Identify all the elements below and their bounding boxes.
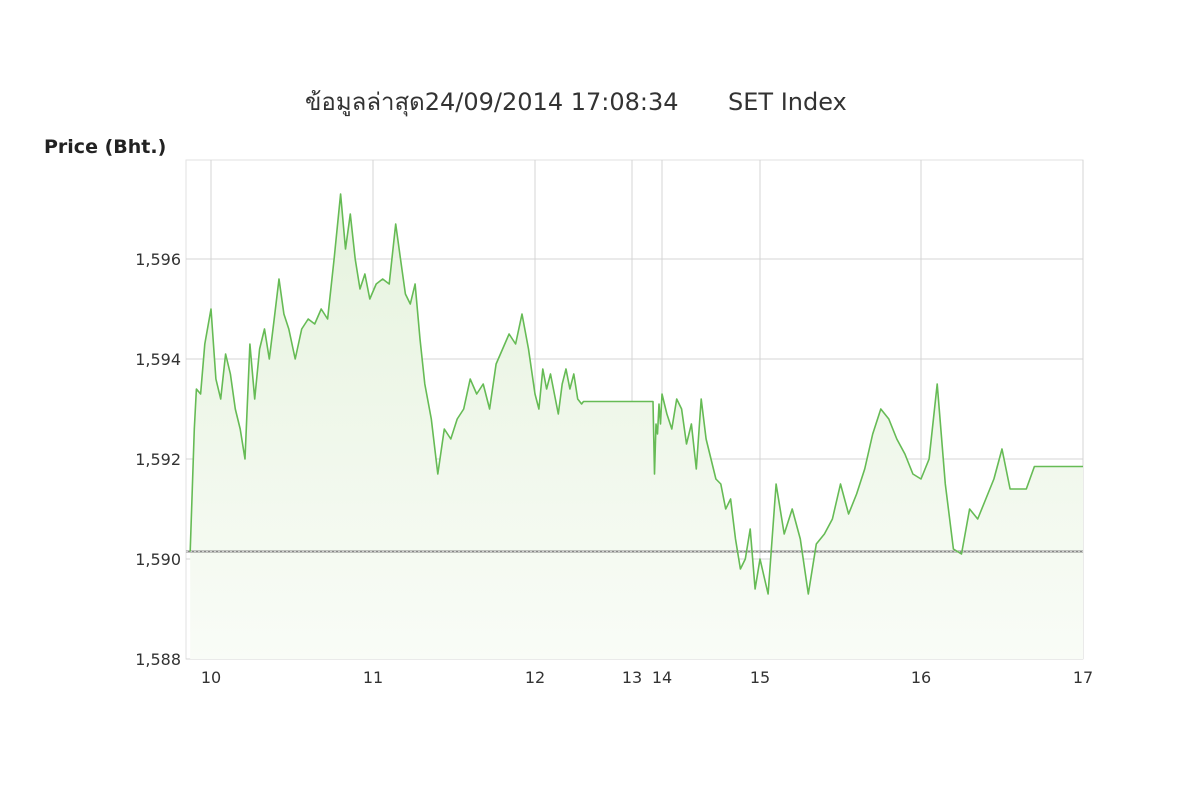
x-tick-label: 17 bbox=[1073, 668, 1093, 687]
series-group bbox=[189, 193, 1083, 595]
x-tick-label: 13 bbox=[622, 668, 642, 687]
x-axis-ticks: 10 11 12 13 14 15 16 17 bbox=[201, 668, 1093, 687]
x-tick-label: 12 bbox=[525, 668, 545, 687]
chart-title: ข้อมูลล่าสุด24/09/2014 17:08:34 bbox=[305, 88, 679, 117]
series-line bbox=[189, 193, 1083, 595]
x-tick-label: 10 bbox=[201, 668, 221, 687]
y-tick-label: 1,590 bbox=[135, 550, 181, 569]
y-axis-label: Price (Bht.) bbox=[44, 136, 166, 158]
chart-subtitle: SET Index bbox=[728, 88, 847, 116]
x-tick-label: 15 bbox=[750, 668, 770, 687]
series-area bbox=[190, 194, 1083, 659]
y-tick-label: 1,588 bbox=[135, 650, 181, 669]
y-axis-ticks: 1,588 1,590 1,592 1,594 1,596 bbox=[135, 250, 181, 669]
y-tick-label: 1,594 bbox=[135, 350, 181, 369]
x-tick-label: 16 bbox=[911, 668, 931, 687]
y-tick-label: 1,596 bbox=[135, 250, 181, 269]
x-tick-label: 11 bbox=[363, 668, 383, 687]
y-tick-label: 1,592 bbox=[135, 450, 181, 469]
area-fill bbox=[190, 194, 1083, 659]
x-tick-label: 14 bbox=[652, 668, 672, 687]
